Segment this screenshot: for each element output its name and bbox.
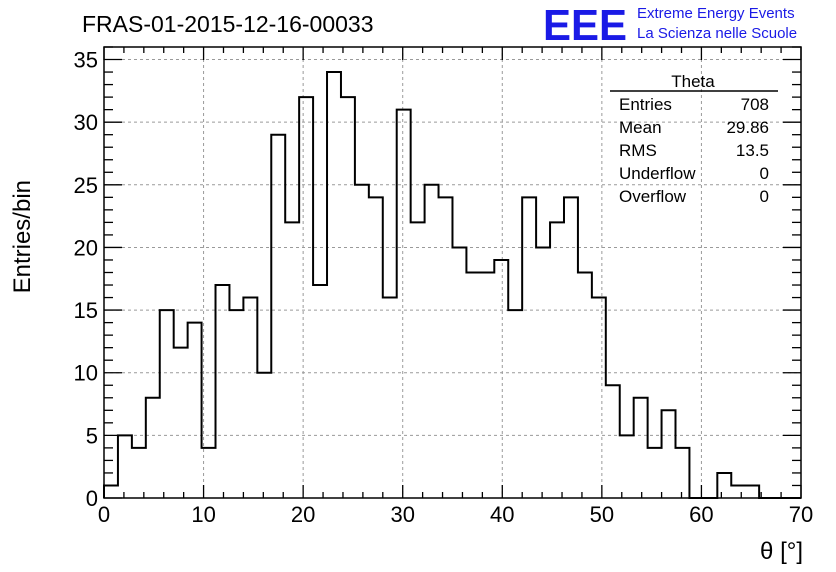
- stats-label: Mean: [619, 118, 662, 137]
- y-tick-label: 30: [74, 110, 98, 135]
- stats-value: 708: [741, 95, 769, 114]
- plot-frame: [103, 46, 802, 499]
- stats-value: 0: [760, 164, 769, 183]
- y-tick-label: 25: [74, 173, 98, 198]
- y-tick-label: 0: [86, 486, 98, 511]
- y-tick-label: 5: [86, 423, 98, 448]
- logo-line-1: Extreme Energy Events: [637, 5, 795, 22]
- x-tick-label: 0: [98, 502, 110, 527]
- stats-value: 29.86: [726, 118, 769, 137]
- logo-line-2: La Scienza nelle Scuole: [637, 25, 797, 42]
- grid-lines: [104, 47, 801, 498]
- y-axis-label: Entries/bin: [9, 180, 36, 293]
- x-tick-label: 10: [191, 502, 215, 527]
- stats-value: 0: [760, 187, 769, 206]
- y-tick-label: 35: [74, 48, 98, 73]
- stats-label: RMS: [619, 141, 657, 160]
- logo-mark: EEE: [543, 1, 627, 50]
- x-tick-label: 50: [590, 502, 614, 527]
- y-tick-label: 20: [74, 235, 98, 260]
- x-tick-label: 70: [789, 502, 813, 527]
- y-tick-label: 15: [74, 298, 98, 323]
- histogram-series: [103, 71, 801, 499]
- y-tick-label: 10: [74, 361, 98, 386]
- x-tick-labels: 0 10 20 30 40 50 60 70: [98, 502, 813, 527]
- x-tick-label: 60: [689, 502, 713, 527]
- x-tick-label: 30: [390, 502, 414, 527]
- chart-title: FRAS-01-2015-12-16-00033: [82, 11, 374, 37]
- y-tick-labels: 0 5 10 15 20 25 30 35: [74, 48, 98, 511]
- stats-title: Theta: [671, 72, 715, 91]
- x-tick-label: 20: [291, 502, 315, 527]
- axis-ticks: [103, 46, 802, 499]
- x-axis-label: θ [°]: [760, 538, 803, 565]
- stats-value: 13.5: [736, 141, 769, 160]
- eee-logo: EEE Extreme Energy Events La Scienza nel…: [543, 1, 797, 50]
- stats-label: Overflow: [619, 187, 687, 206]
- x-tick-label: 40: [490, 502, 514, 527]
- stats-label: Underflow: [619, 164, 696, 183]
- stats-box: Theta Entries 708 Mean 29.86 RMS 13.5 Underflo…: [610, 72, 778, 206]
- stats-label: Entries: [619, 95, 672, 114]
